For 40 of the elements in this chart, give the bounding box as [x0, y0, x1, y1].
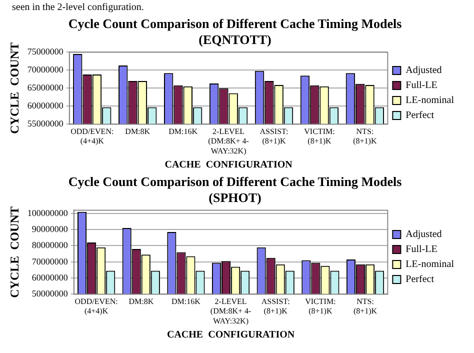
- text: seen in the 2-level configuration.: [11, 2, 145, 13]
- y-tick-label: 65000000: [27, 82, 64, 93]
- y-tick-label: 50000000: [32, 288, 68, 299]
- x-axis-title: CACHE CONFIGURATION: [164, 160, 294, 171]
- x-tick-label: VICTIM: (8+1)K: [305, 297, 336, 316]
- x-tick-label: DM:16K: [168, 127, 198, 136]
- legend-label: Full-LE: [406, 80, 438, 92]
- legend-label: LE-nominal: [406, 95, 454, 106]
- chart-title: Cycle Count Comparison of Different Cache Timing Models (EQNTOTT): [68, 16, 402, 47]
- x-tick-label: ASSIST: (8+1)K: [260, 127, 288, 146]
- y-tick-label: 70000000: [32, 256, 68, 266]
- x-tick-label: DM:16K: [172, 297, 201, 306]
- x-tick-label: VICTIM: (8+1)K: [304, 127, 335, 146]
- y-tick-label: 60000000: [27, 100, 64, 111]
- legend-label: Perfect: [406, 110, 434, 122]
- x-tick-label: 2-LEVEL (DM:8K+ 4- WAY:32K): [208, 127, 250, 156]
- legend-label: LE-nominal: [406, 259, 454, 270]
- x-tick-label: ODD/EVEN: (4+4)K: [74, 297, 118, 316]
- x-tick-label: DM:8K: [125, 127, 150, 136]
- chart-title: Cycle Count Comparison of Different Cache Timing Models (SPHOT): [68, 174, 402, 205]
- y-axis-title: CYCLE COUNT: [7, 42, 22, 134]
- y-tick-label: 75000000: [27, 46, 64, 57]
- x-axis-title: CACHE CONFIGURATION: [166, 330, 296, 341]
- legend-label: Adjusted: [406, 65, 442, 76]
- x-tick-label: NTS: (8+1)K: [353, 297, 378, 316]
- y-tick-label: 100000000: [27, 208, 68, 218]
- y-tick-label: 60000000: [32, 272, 68, 282]
- legend-label: Adjusted: [406, 229, 442, 240]
- x-tick-label: ASSIST: (8+1)K: [261, 297, 290, 316]
- x-tick-label: NTS: (8+1)K: [353, 127, 377, 146]
- y-tick-label: 80000000: [32, 240, 68, 250]
- y-axis-title: CYCLE COUNT: [7, 206, 22, 298]
- x-tick-label: 2-LEVEL (DM:8K+ 4- WAY:32K): [210, 297, 252, 326]
- legend-label: Full-LE: [406, 244, 438, 256]
- x-tick-label: DM:8K: [128, 297, 154, 306]
- x-tick-label: ODD/EVEN: (4+4)K: [70, 127, 114, 146]
- y-tick-label: 90000000: [32, 224, 68, 234]
- legend-label: Perfect: [406, 274, 434, 286]
- y-tick-label: 55000000: [27, 118, 64, 129]
- y-tick-label: 70000000: [27, 64, 64, 75]
